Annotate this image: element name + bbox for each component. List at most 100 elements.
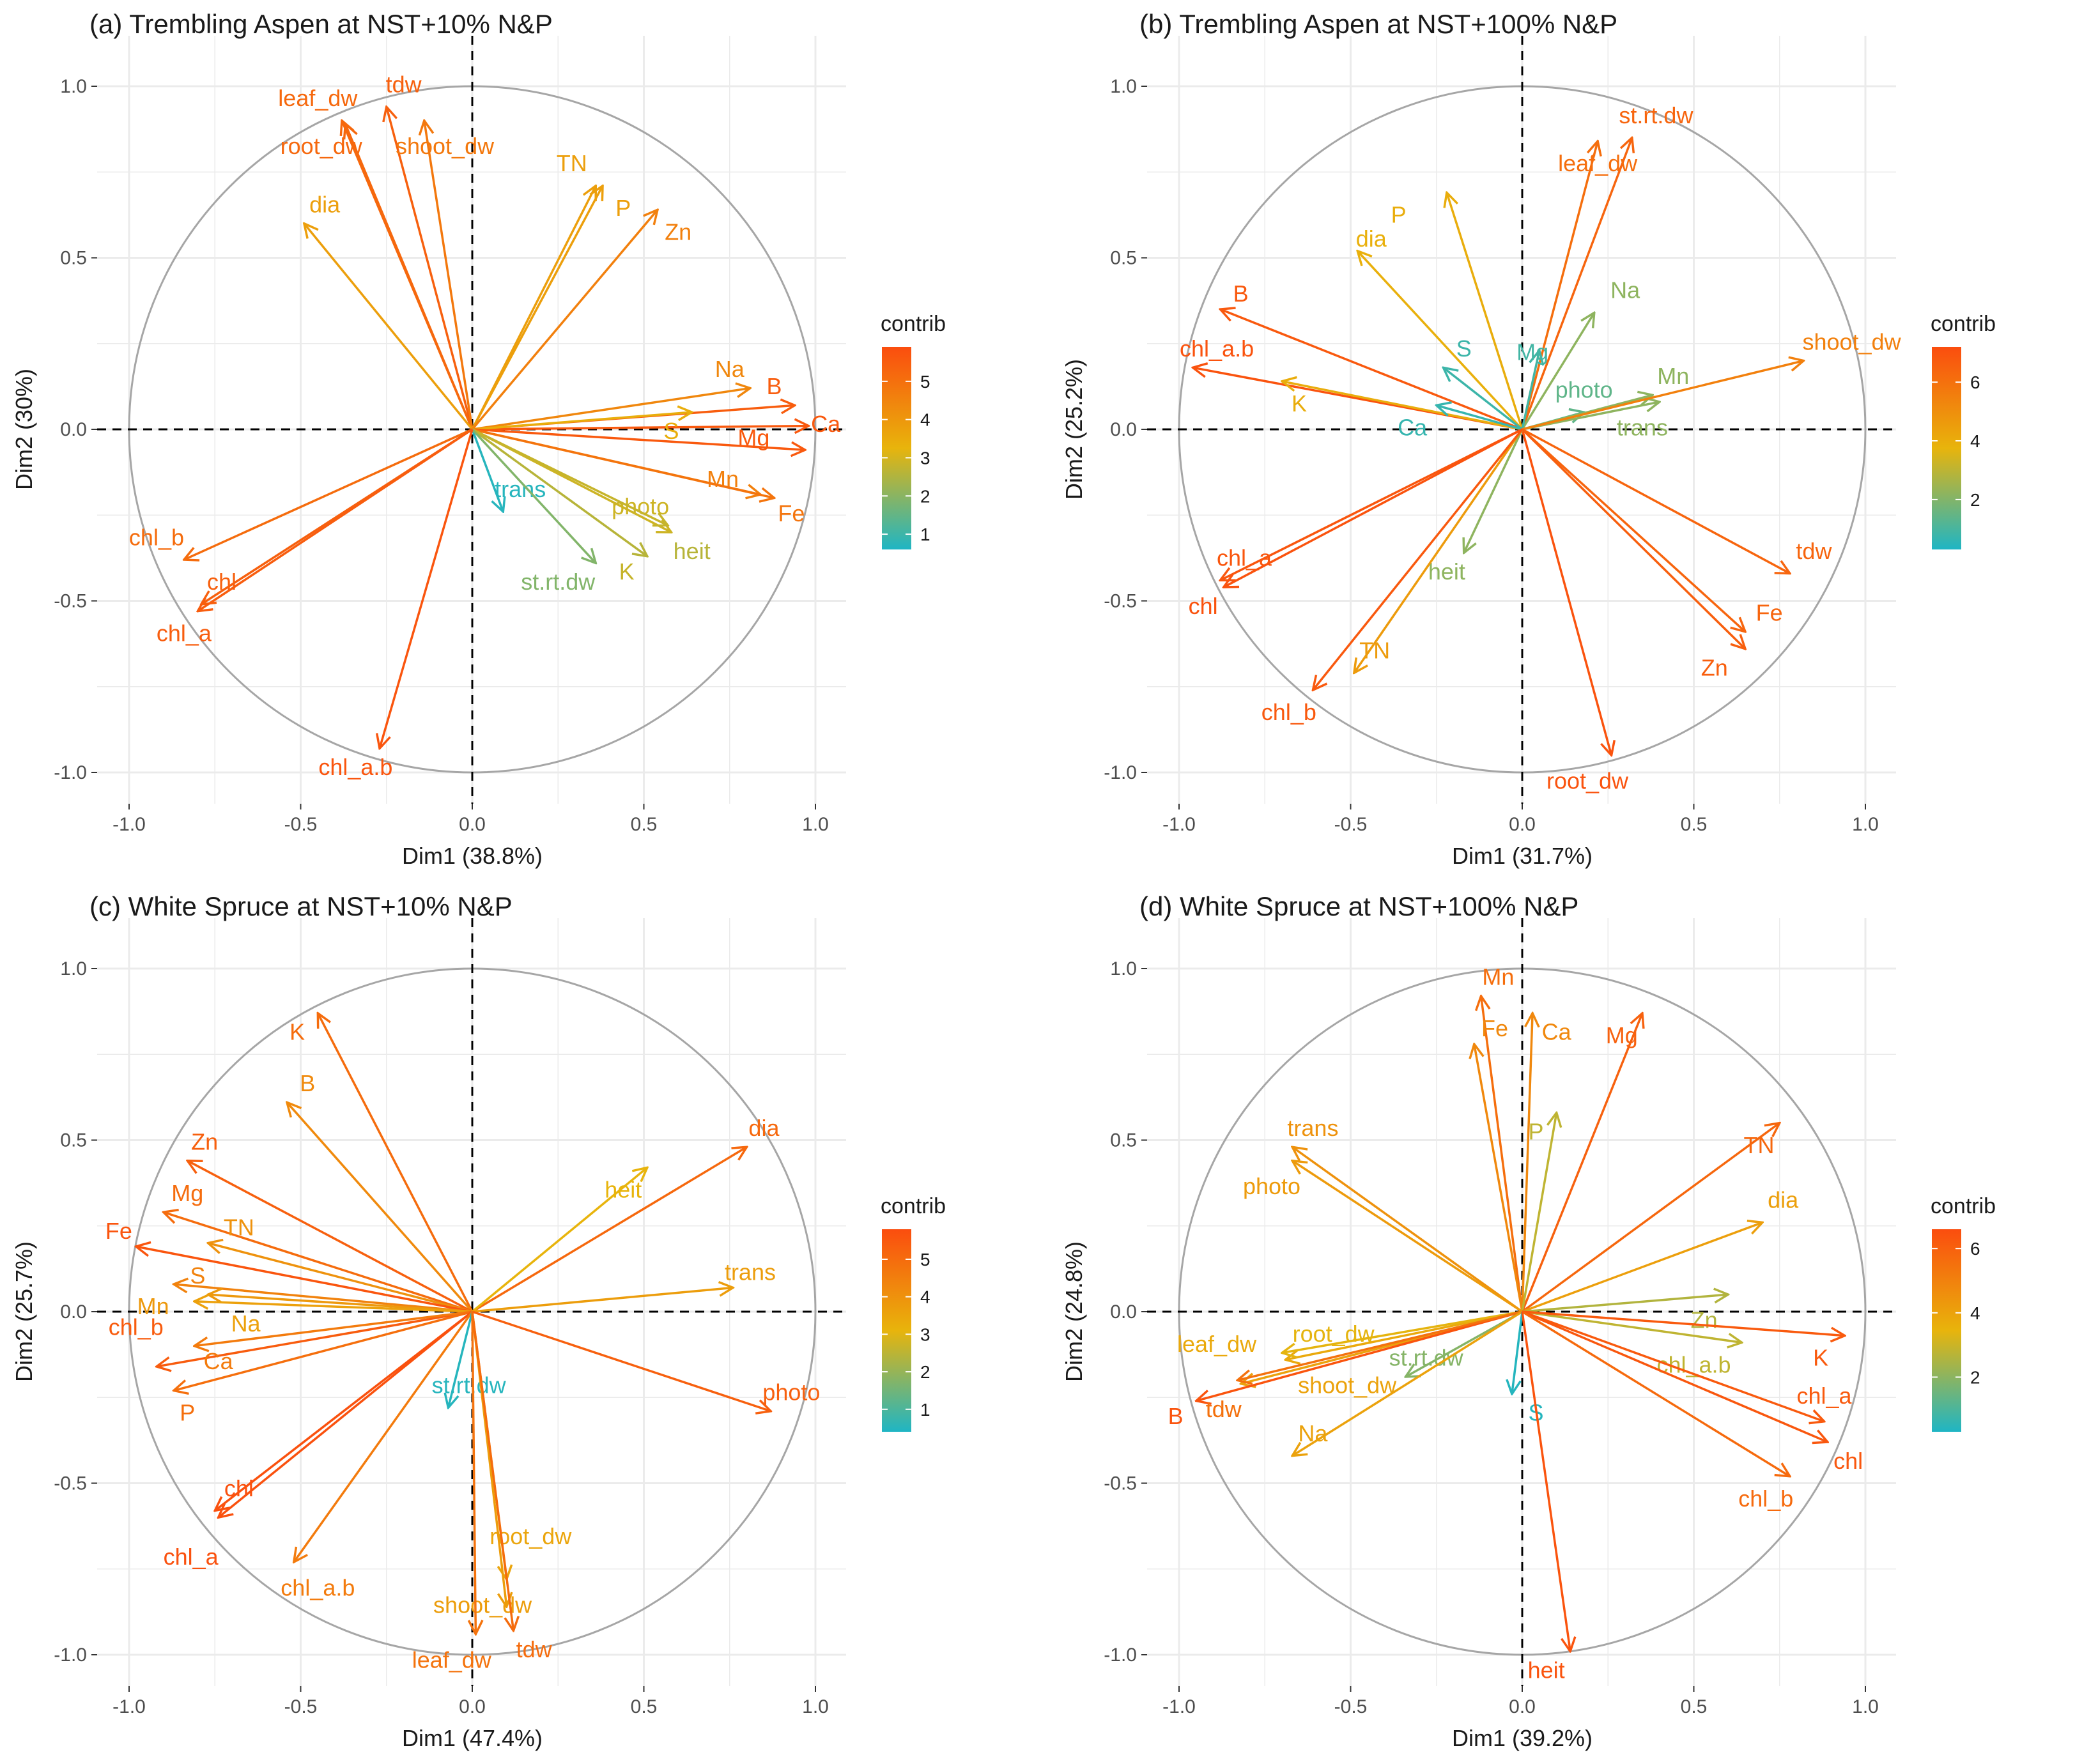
x-tick-label: 0.0 <box>1509 814 1536 835</box>
chart-title: (c) White Spruce at NST+10% N&P <box>89 891 513 921</box>
variable-label: B <box>767 373 782 399</box>
variable-arrow <box>1282 381 1523 431</box>
variable-arrow <box>1522 428 1790 574</box>
variable-arrow <box>287 1102 474 1313</box>
legend-tick-label: 4 <box>920 410 930 430</box>
variable-arrow <box>1196 1310 1523 1401</box>
legend-title: contrib <box>1931 1194 1996 1218</box>
variable-arrow <box>471 429 503 512</box>
variable-label: chl_a.b <box>1180 335 1254 362</box>
variable-arrow <box>1521 428 1745 649</box>
variable-label: Zn <box>1701 654 1728 680</box>
variable-label: trans <box>725 1259 776 1285</box>
x-axis-label: Dim1 (31.7%) <box>1452 843 1593 869</box>
y-tick-label: 0.5 <box>1110 248 1137 269</box>
variable-label: root_dw <box>281 133 363 159</box>
variable-label: photo <box>1243 1173 1300 1199</box>
variable-label: leaf_dw <box>278 85 358 111</box>
variable-label: trans <box>1617 415 1668 441</box>
y-tick-label: -0.5 <box>54 1473 87 1494</box>
legend: contrib 1 2 3 4 5 <box>881 1194 946 1432</box>
x-tick-label: -1.0 <box>112 814 146 835</box>
variable-arrow <box>472 412 692 431</box>
variable-arrow <box>1521 312 1594 430</box>
variable-arrow <box>1521 1013 1532 1312</box>
y-axis-label: Dim2 (30%) <box>11 369 37 490</box>
variable-label: leaf_dw <box>1558 150 1638 176</box>
axis-ticks: -1.0 -1.0 -0.5 -0.5 0.0 0.0 0.5 0.5 1.0 1.0 <box>1104 76 1879 835</box>
legend-tick-label: 1 <box>920 525 930 544</box>
legend-title: contrib <box>881 1194 946 1218</box>
variable-arrow <box>1522 361 1803 431</box>
variable-label: Zn <box>1691 1307 1718 1333</box>
variable-arrow <box>471 210 658 431</box>
variable-arrow <box>424 121 474 430</box>
variable-arrow <box>194 1301 473 1313</box>
y-tick-label: 1.0 <box>1110 958 1137 979</box>
legend-tick-label: 3 <box>920 448 930 468</box>
variable-label: Fe <box>105 1218 132 1244</box>
variable-label: Mn <box>1482 964 1514 990</box>
variable-label: st.rt.dw <box>1389 1345 1464 1371</box>
variable-label: Fe <box>1756 599 1783 625</box>
variable-arrow <box>1237 1310 1523 1380</box>
variable-arrow <box>174 1310 473 1391</box>
variable-arrow <box>157 1310 473 1367</box>
variable-label: root_dw <box>1547 768 1629 794</box>
legend-colorbar <box>1932 1229 1961 1432</box>
y-tick-label: -1.0 <box>54 1645 87 1666</box>
variable-arrow <box>1521 1311 1570 1652</box>
variable-label: P <box>1391 202 1407 228</box>
legend-tick-label: 4 <box>1970 431 1980 451</box>
variable-arrow <box>1521 1123 1780 1313</box>
variable-arrow <box>1443 367 1523 431</box>
variable-label: Na <box>715 356 745 382</box>
variable-arrow <box>471 428 596 563</box>
legend: contrib 1 2 3 4 5 <box>881 312 946 549</box>
legend-colorbar <box>882 1229 911 1432</box>
variable-label: Fe <box>778 500 805 526</box>
variable-label: Na <box>1610 277 1640 303</box>
y-axis-label: Dim2 (25.2%) <box>1061 359 1087 500</box>
variable-label: Mg <box>1606 1022 1638 1048</box>
variable-label: tdw <box>386 72 422 98</box>
variable-arrow <box>208 1294 473 1313</box>
y-tick-label: -1.0 <box>1104 1645 1137 1666</box>
variable-label: K <box>289 1019 305 1045</box>
variable-arrow <box>1464 429 1523 553</box>
variable-arrow <box>1357 251 1523 431</box>
variable-arrow <box>1292 1161 1523 1313</box>
variable-label: K <box>1813 1345 1828 1371</box>
variable-label: chl <box>207 569 236 595</box>
variable-label: dia <box>309 191 341 217</box>
variable-arrow <box>471 1311 513 1630</box>
legend-title: contrib <box>1931 312 1996 336</box>
x-tick-label: -0.5 <box>284 1696 318 1717</box>
x-axis-label: Dim1 (47.4%) <box>402 1725 543 1751</box>
variable-arrow <box>1521 429 1612 755</box>
variable-label: photo <box>612 493 669 519</box>
variable-arrow <box>1354 429 1523 673</box>
variable-label: Na <box>1298 1420 1328 1446</box>
variable-arrow <box>1522 1310 1845 1336</box>
variable-arrow <box>1522 1310 1790 1476</box>
variable-arrow <box>294 1310 474 1562</box>
variable-label: tdw <box>1796 538 1832 564</box>
variable-label: chl_a <box>164 1544 219 1570</box>
legend-tick-label: 4 <box>920 1287 930 1307</box>
variable-arrow <box>472 1147 747 1313</box>
x-tick-label: 0.5 <box>1681 1696 1708 1717</box>
y-tick-label: 0.5 <box>60 248 87 269</box>
variable-arrow <box>472 1287 733 1313</box>
legend-tick-label: 2 <box>1970 1367 1980 1387</box>
chart-title: (a) Trembling Aspen at NST+10% N&P <box>89 9 553 39</box>
legend-tick-label: 2 <box>920 486 930 506</box>
variable-label: Mg <box>737 425 769 451</box>
x-tick-label: -0.5 <box>1334 1696 1368 1717</box>
variable-arrow <box>1522 1222 1762 1313</box>
